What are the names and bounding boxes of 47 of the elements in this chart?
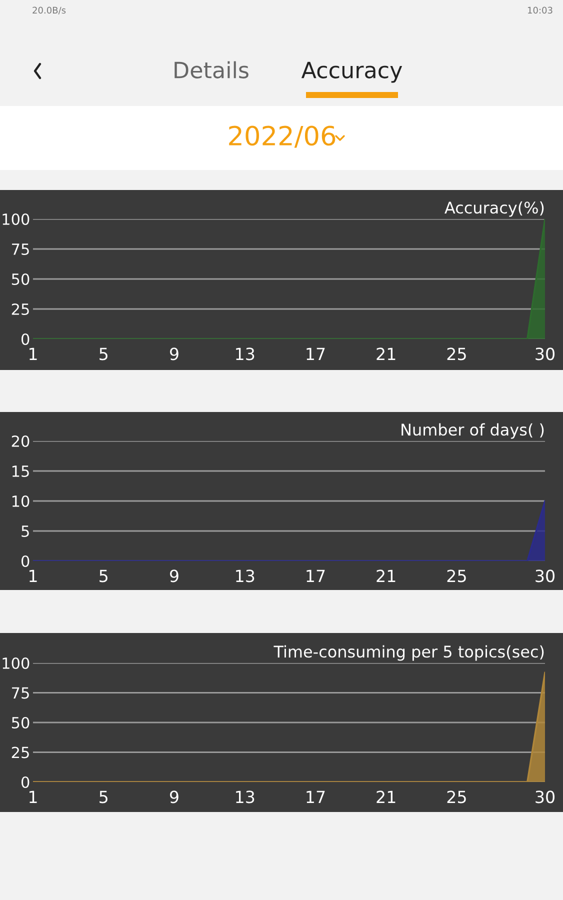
y-tick-label: 0 [22, 333, 30, 346]
x-tick-label: 17 [306, 790, 325, 803]
y-tick-label: 75 [12, 687, 29, 699]
x-tick-label: 13 [236, 790, 254, 804]
y-tick-label: 5 [22, 526, 29, 538]
x-tick-label: 25 [447, 348, 466, 360]
y-tick-label: 25 [12, 746, 29, 758]
text: 2022/06 [229, 126, 336, 148]
y-tick-label: 100 [2, 213, 30, 226]
x-tick-label: 1 [30, 790, 37, 803]
y-tick-label: 50 [12, 716, 30, 729]
x-tick-label: 25 [447, 570, 466, 582]
x-tick-label: 30 [536, 790, 554, 804]
x-tick-label: 5 [100, 570, 108, 582]
text: 20.0B/s [32, 6, 66, 14]
x-tick-label: 1 [30, 570, 37, 582]
x-tick-label: 1 [30, 348, 37, 360]
text: 10:03 [528, 6, 552, 14]
text: Details [174, 61, 248, 78]
y-tick-label: 25 [12, 303, 29, 316]
x-tick-label: 17 [306, 570, 325, 582]
y-tick-label: 10 [12, 495, 30, 508]
y-tick-label: 75 [12, 244, 29, 256]
chart-title: Accuracy(%) [444, 201, 544, 217]
x-tick-label: 13 [236, 570, 254, 582]
y-tick-label: 100 [2, 657, 30, 670]
x-tick-label: 13 [236, 348, 254, 360]
x-tick-label: 21 [376, 790, 396, 803]
chart-title: Number of days( ) [402, 423, 544, 439]
y-tick-label: 20 [12, 435, 30, 448]
x-tick-label: 9 [170, 348, 178, 360]
y-tick-label: 0 [22, 555, 30, 568]
x-tick-label: 17 [306, 348, 325, 360]
y-tick-label: 0 [22, 776, 30, 788]
x-tick-label: 21 [376, 348, 396, 360]
x-tick-label: 25 [447, 790, 466, 804]
text: Accuracy [301, 62, 402, 83]
x-tick-label: 9 [170, 790, 178, 804]
y-tick-label: 50 [12, 273, 30, 286]
chart-title: Time-consuming per 5 topics(sec) [274, 645, 544, 661]
x-tick-label: 9 [170, 570, 178, 582]
x-tick-label: 21 [376, 570, 396, 582]
x-tick-label: 5 [100, 790, 108, 804]
y-tick-label: 15 [12, 466, 29, 478]
x-tick-label: 30 [536, 570, 554, 582]
x-tick-label: 5 [100, 348, 108, 360]
x-tick-label: 30 [536, 348, 554, 360]
